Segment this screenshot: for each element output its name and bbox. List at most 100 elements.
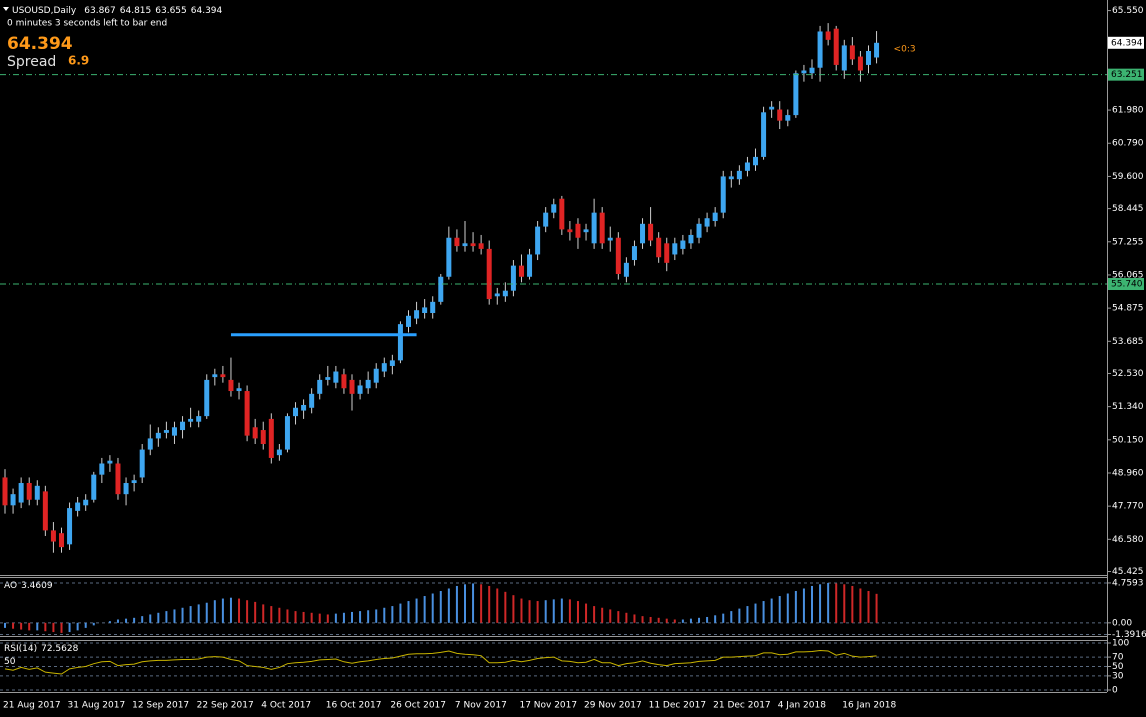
candle-body: [801, 70, 807, 74]
candle-body: [188, 418, 194, 422]
y-tick-label: 50.150: [1112, 435, 1144, 445]
ao-label: AO 3.4609: [4, 581, 53, 591]
x-tick-label: 16 Oct 2017: [326, 701, 382, 711]
candle-body: [212, 374, 218, 378]
rsi-name: RSI(14): [4, 644, 37, 654]
candle-body: [857, 56, 863, 71]
menu-arrow[interactable]: [3, 7, 9, 11]
candle-body: [696, 223, 702, 238]
candle-body: [744, 162, 750, 171]
candle-body: [422, 307, 428, 313]
ao-name: AO: [4, 581, 17, 591]
candle-body: [664, 243, 670, 263]
candle-body: [171, 427, 177, 436]
price-tag: [1108, 68, 1144, 81]
candle-body: [373, 368, 379, 383]
candle-body: [849, 45, 855, 60]
x-tick-label: 21 Aug 2017: [3, 701, 61, 711]
x-tick-label: 11 Dec 2017: [649, 701, 707, 711]
spread-label: Spread: [7, 54, 56, 70]
candle-body: [204, 379, 210, 417]
ohlc-open: 63.867: [84, 6, 116, 16]
price-tag-label: 55.740: [1111, 280, 1143, 290]
x-tick-label: 16 Jan 2018: [842, 701, 896, 711]
y-tick-label: 54.875: [1112, 304, 1144, 314]
rsi-label: RSI(14) 72.5628: [4, 644, 79, 654]
candle-body: [769, 106, 775, 110]
y-tick-label: -1.3916: [1112, 630, 1146, 640]
ohlc-close: 64.394: [191, 6, 223, 16]
x-tick-label: 12 Sep 2017: [132, 701, 189, 711]
candle-body: [26, 483, 32, 500]
candle-body: [91, 474, 97, 500]
x-tick-label: 26 Oct 2017: [390, 701, 446, 711]
candle-body: [99, 463, 105, 475]
candle-body: [623, 262, 629, 277]
candle-body: [123, 483, 129, 495]
y-tick-label: 4.7593: [1112, 578, 1144, 588]
candle-body: [2, 477, 8, 506]
candle-body: [83, 499, 89, 506]
candle-body: [527, 254, 533, 277]
bar-timer: 0 minutes 3 seconds left to bar end: [7, 19, 167, 29]
y-tick-label: 48.960: [1112, 468, 1144, 478]
candle-body: [809, 67, 815, 74]
candle-body: [688, 234, 694, 244]
candle-body: [163, 430, 169, 433]
candle-body: [115, 463, 121, 495]
candle-body: [34, 485, 40, 500]
chart-header: USOUSD,Daily 63.867 64.815 63.655 64.394: [12, 6, 223, 16]
candle-body: [236, 388, 242, 392]
y-tick-label: 100: [1112, 639, 1129, 649]
candle-body: [486, 248, 492, 300]
x-tick-label: 22 Sep 2017: [197, 701, 254, 711]
y-tick-label: 0: [1112, 686, 1118, 696]
candle-body: [728, 176, 734, 180]
candle-body: [833, 28, 839, 65]
candle-body: [18, 483, 24, 503]
candle-body: [107, 460, 113, 464]
candle-body: [10, 494, 16, 506]
candle-body: [50, 530, 56, 542]
candle-body: [631, 246, 637, 261]
candle-body: [478, 243, 484, 249]
candle-body: [220, 374, 226, 378]
candle-body: [333, 371, 339, 383]
y-tick-label: 61.980: [1112, 106, 1144, 116]
y-tick-label: 47.770: [1112, 502, 1144, 512]
x-tick-label: 7 Nov 2017: [455, 701, 507, 711]
candle-body: [648, 223, 654, 241]
candle-body: [535, 226, 541, 255]
bar-countdown: <0:3: [894, 44, 916, 54]
candle-body: [454, 237, 460, 247]
candle-body: [510, 265, 516, 291]
y-tick-label: 45.425: [1112, 567, 1144, 577]
y-tick-label: 70: [1112, 653, 1124, 663]
x-tick-label: 31 Aug 2017: [68, 701, 126, 711]
candle-body: [139, 449, 145, 478]
candle-body: [712, 212, 718, 222]
y-tick-label: 60.790: [1112, 139, 1144, 149]
candle-body: [276, 449, 282, 456]
candle-body: [293, 407, 299, 417]
x-tick-label: 21 Dec 2017: [713, 701, 771, 711]
y-tick-label: 30: [1112, 671, 1124, 681]
candle-body: [817, 31, 823, 68]
candle-body: [761, 112, 767, 157]
y-tick-label: 52.530: [1112, 369, 1144, 379]
candle-body: [349, 379, 355, 394]
candle-body: [228, 379, 234, 392]
candle-body: [494, 293, 500, 297]
candle-body: [284, 416, 290, 450]
candle-body: [389, 360, 395, 366]
current-price-tag: [1108, 36, 1144, 49]
candle-body: [753, 156, 759, 166]
candle-body: [381, 363, 387, 372]
candle-body: [317, 379, 323, 394]
ao-value: 3.4609: [21, 581, 53, 591]
candle-body: [397, 324, 403, 361]
rsi-level-label: 50: [4, 657, 16, 667]
candle-body: [58, 533, 64, 548]
candle-body: [180, 421, 186, 431]
